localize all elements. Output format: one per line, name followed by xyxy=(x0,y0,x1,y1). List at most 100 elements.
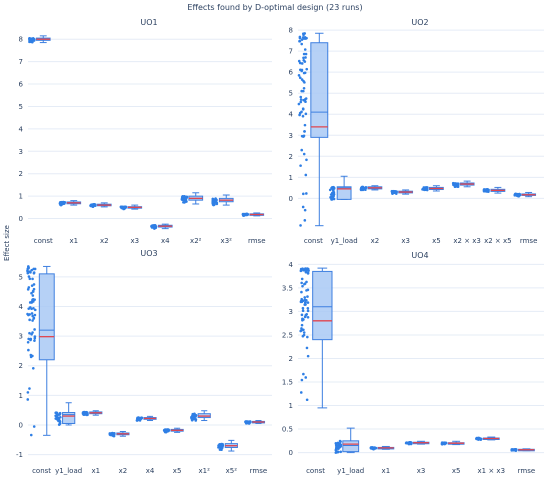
sample-point xyxy=(90,204,94,208)
sample-point xyxy=(303,219,307,222)
sample-point xyxy=(298,39,302,43)
sample-point xyxy=(31,277,34,281)
sample-point xyxy=(85,411,89,415)
y-tick-label: 4 xyxy=(19,303,24,311)
sample-point xyxy=(31,40,34,44)
x-tick-label: x5 xyxy=(173,467,182,475)
sample-point xyxy=(306,268,309,271)
sample-point xyxy=(305,158,308,162)
sample-point xyxy=(334,448,338,452)
sample-point xyxy=(28,331,31,335)
sample-point xyxy=(302,152,306,156)
sample-point xyxy=(370,446,374,449)
sample-point xyxy=(27,266,30,269)
sample-point xyxy=(297,102,301,106)
x-tick-label: x2 × x3 xyxy=(453,237,481,245)
x-tick-label: x5² xyxy=(226,467,238,475)
sample-point xyxy=(27,337,30,341)
sample-point xyxy=(167,428,170,431)
x-tick-label: const xyxy=(304,237,323,245)
sample-point xyxy=(305,398,309,402)
sample-point xyxy=(302,56,305,60)
subplot-title: UO1 xyxy=(140,18,157,27)
sample-point xyxy=(57,417,61,421)
sample-point xyxy=(339,445,343,448)
y-tick-label: 6 xyxy=(19,81,24,89)
sample-point xyxy=(331,189,335,192)
sample-point xyxy=(28,387,31,390)
x-tick-label: rmse xyxy=(248,237,266,245)
sample-point xyxy=(301,107,305,111)
y-tick-label: 3.5 xyxy=(282,284,293,292)
sample-point xyxy=(302,98,306,102)
sample-point xyxy=(33,313,37,317)
sample-point xyxy=(300,62,304,65)
sample-point xyxy=(338,439,342,443)
sample-point xyxy=(301,309,305,313)
sample-point xyxy=(30,291,33,295)
y-tick-label: 5 xyxy=(19,273,23,281)
x-tick-label: x2² xyxy=(190,237,202,245)
y-tick-label: 1 xyxy=(19,193,23,201)
sample-point xyxy=(303,282,307,285)
sample-point xyxy=(32,283,36,286)
sample-point xyxy=(456,185,459,188)
sample-point xyxy=(336,442,339,445)
sample-point xyxy=(300,327,303,330)
sample-point xyxy=(28,277,32,281)
sample-point xyxy=(32,271,36,275)
sample-point xyxy=(33,339,36,342)
subplot-title: UO3 xyxy=(140,249,157,258)
sample-point xyxy=(26,269,29,272)
sample-point xyxy=(32,317,36,320)
sample-point xyxy=(55,414,59,418)
sample-point xyxy=(302,52,306,56)
x-tick-label: x1 xyxy=(69,237,78,245)
sample-point xyxy=(26,288,30,291)
sample-point xyxy=(181,195,184,199)
box xyxy=(342,440,360,453)
sample-point xyxy=(27,275,31,278)
sample-point xyxy=(335,446,338,450)
sample-point xyxy=(302,32,305,35)
sample-point xyxy=(331,191,335,195)
x-tick-label: y1_load xyxy=(331,237,358,245)
sample-point xyxy=(30,332,33,336)
sample-point xyxy=(28,313,31,316)
sample-point xyxy=(515,193,518,197)
x-tick-label: x3 xyxy=(417,467,426,475)
sample-point xyxy=(27,348,30,352)
x-tick-label: x3 xyxy=(130,237,139,245)
sample-point xyxy=(299,95,303,99)
box xyxy=(310,42,329,138)
y-tick-label: 0 xyxy=(19,421,23,429)
sample-point xyxy=(184,200,188,203)
subplot-uo3: UO3 -1 0 1 2 3 4 5 const y1_load x1 x2 x4 x5 x1² x5² rm… xyxy=(16,249,272,475)
x-tick-label: y1_load xyxy=(337,467,364,475)
y-tick-label: 2.5 xyxy=(282,331,293,339)
x-tick-label: rmse xyxy=(518,467,536,475)
sample-point xyxy=(153,225,156,229)
x-tick-label: x1 xyxy=(91,467,100,475)
sample-point xyxy=(28,318,31,322)
sample-point xyxy=(303,130,306,133)
sample-point xyxy=(306,309,310,313)
sample-point xyxy=(338,442,342,445)
sample-point xyxy=(221,444,225,447)
sample-point xyxy=(425,188,428,191)
sample-point xyxy=(305,67,309,71)
sample-point xyxy=(305,346,309,350)
sample-point xyxy=(150,226,154,229)
sample-point xyxy=(336,450,339,454)
sample-point xyxy=(297,59,301,63)
x-tick-label: x5 xyxy=(452,467,461,475)
sample-point xyxy=(302,192,305,196)
sample-point xyxy=(305,289,308,292)
y-tick-label: 4 xyxy=(19,125,24,133)
sample-point xyxy=(31,354,34,358)
sample-point xyxy=(331,196,335,199)
sample-point xyxy=(218,448,222,451)
sample-point xyxy=(245,213,249,217)
sample-point xyxy=(304,173,308,177)
sample-point xyxy=(299,100,303,104)
